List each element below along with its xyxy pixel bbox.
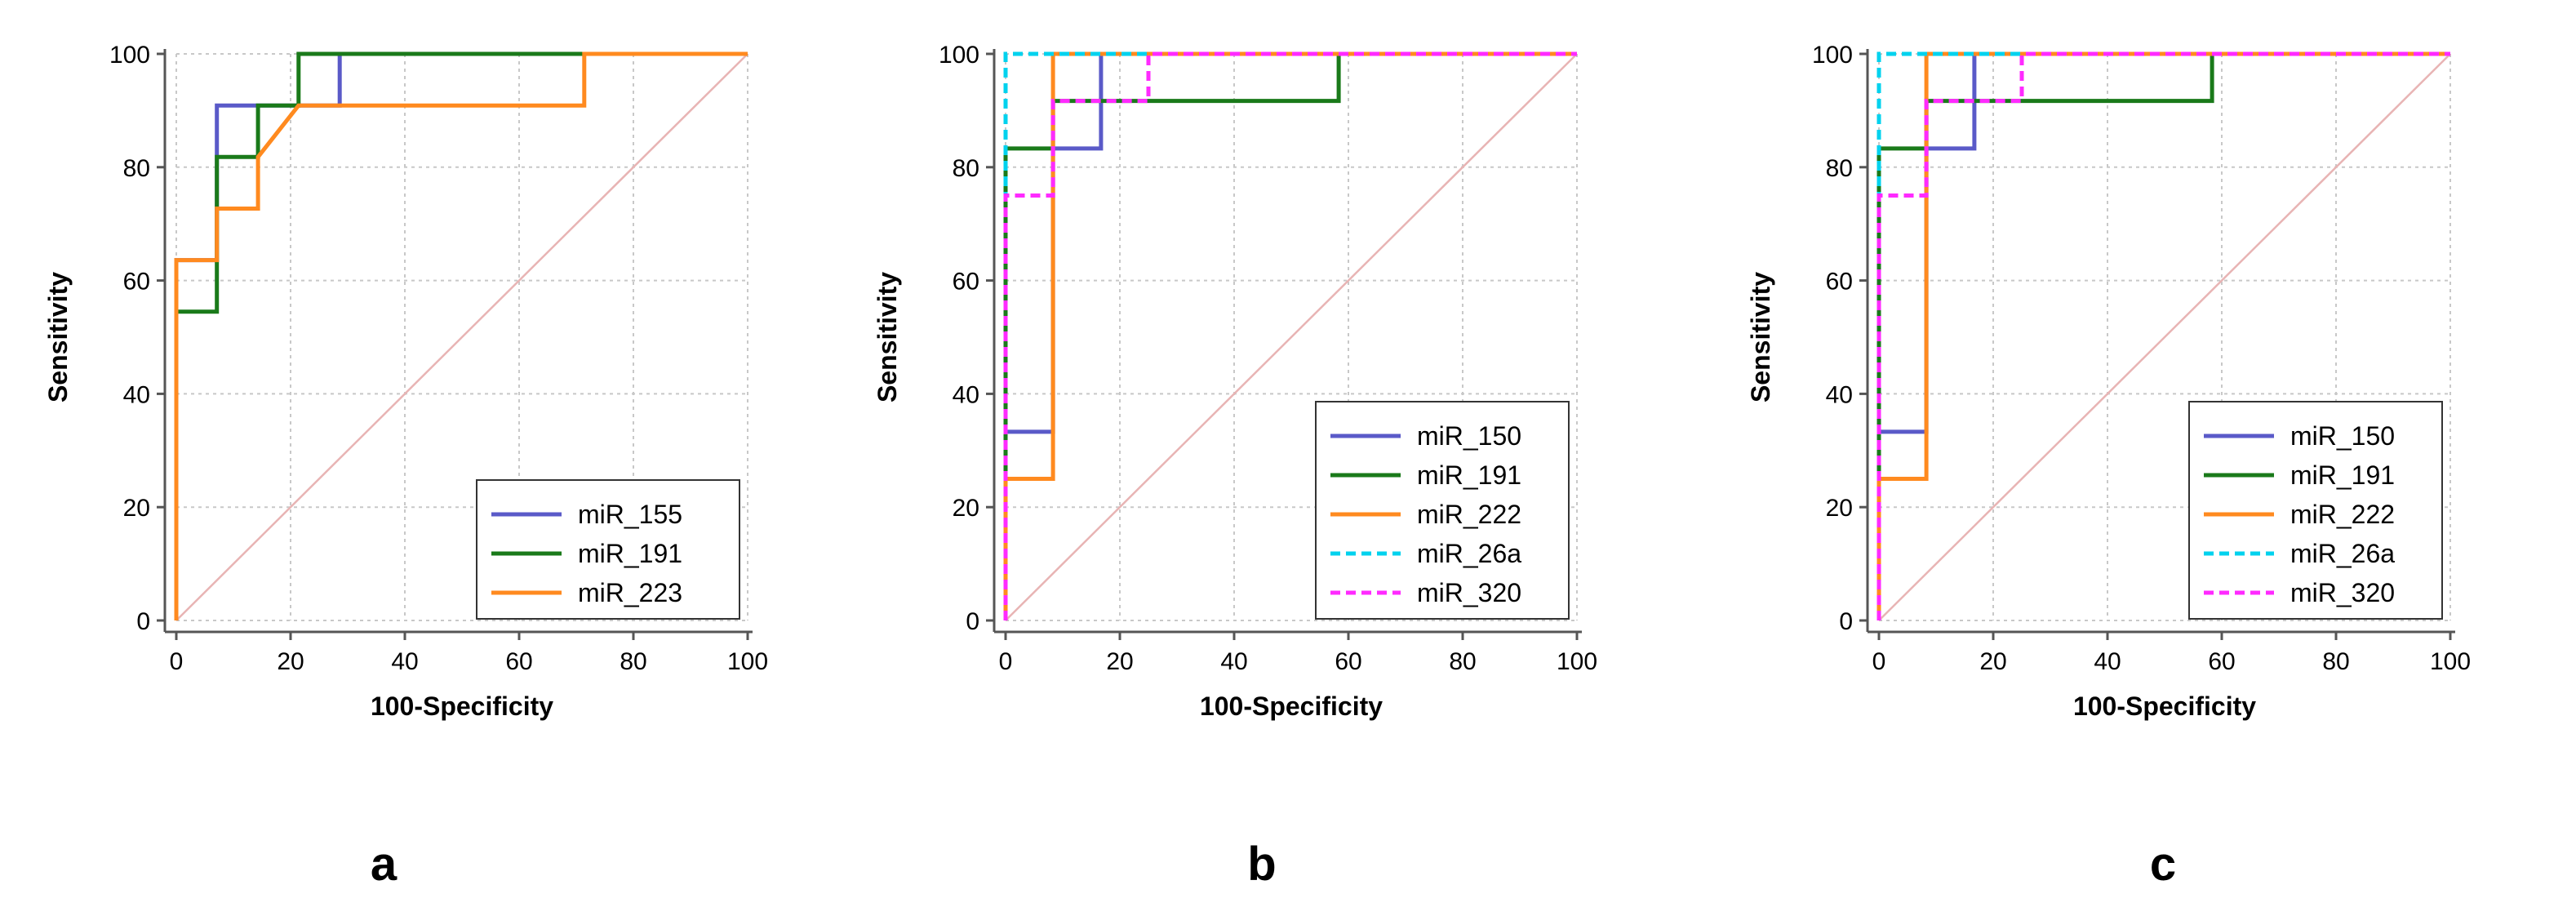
x-tick-label: 80 xyxy=(2322,648,2349,675)
y-tick-label: 20 xyxy=(953,495,979,522)
x-tick-label: 80 xyxy=(620,648,646,675)
legend: miR_155 miR_191 miR_223 xyxy=(476,479,740,620)
x-tick-label: 60 xyxy=(1335,648,1361,675)
x-tick-label: 0 xyxy=(1872,648,1886,675)
x-tick-label: 40 xyxy=(1220,648,1247,675)
reference-diagonal-line xyxy=(175,53,748,621)
chart-panel-a: 0 20 40 60 80 100 0 20 40 60 80 100 100-Specificity S… xyxy=(43,42,768,891)
y-tick-label: 100 xyxy=(1812,42,1853,69)
roc-curve-mir-320 xyxy=(1003,51,1577,620)
x-tick-label: 0 xyxy=(999,648,1013,675)
y-tick-label: 80 xyxy=(953,155,979,182)
legend: miR_150 miR_191 miR_222 miR_26a miR_320 xyxy=(1315,401,1570,620)
y-tick-label: 60 xyxy=(123,269,150,296)
x-tick-label: 100 xyxy=(727,648,768,675)
y-tick-label: 80 xyxy=(123,155,150,182)
x-tick-label: 40 xyxy=(391,648,418,675)
x-tick-label: 20 xyxy=(1106,648,1133,675)
legend-label: miR_320 xyxy=(2290,578,2395,607)
panel-letter-c: c xyxy=(2150,838,2176,891)
y-tick-label: 40 xyxy=(1826,381,1853,408)
roc-curve-mir-320 xyxy=(1876,51,2450,620)
legend-label: miR_191 xyxy=(2290,460,2395,490)
legend-label: miR_191 xyxy=(1417,460,1521,490)
legend-label: miR_26a xyxy=(1417,539,1521,568)
y-tick-label: 60 xyxy=(1826,269,1853,296)
x-tick-label: 60 xyxy=(2208,648,2235,675)
y-tick-label: 20 xyxy=(1826,495,1853,522)
legend: miR_150 miR_191 miR_222 miR_26a miR_320 xyxy=(2188,401,2443,620)
x-tick-label: 20 xyxy=(1979,648,2006,675)
x-axis-title: 100-Specificity xyxy=(371,691,553,721)
y-tick-label: 0 xyxy=(1839,608,1853,635)
x-tick-label: 20 xyxy=(277,648,304,675)
x-tick-label: 80 xyxy=(1449,648,1476,675)
chart-panel-b: 0 20 40 60 80 100 0 20 40 60 80 100 100-Specificity S… xyxy=(873,42,1597,891)
x-axis-title: 100-Specificity xyxy=(1200,691,1383,721)
y-tick-label: 0 xyxy=(966,608,979,635)
y-tick-label: 100 xyxy=(939,42,979,69)
chart-panel-c: 0 20 40 60 80 100 0 20 40 60 80 100 100-Specificity S… xyxy=(1746,42,2471,891)
x-tick-label: 40 xyxy=(2094,648,2121,675)
reference-diagonal-line xyxy=(1878,53,2451,621)
panel-letter-a: a xyxy=(371,838,398,891)
x-tick-label: 60 xyxy=(505,648,532,675)
y-tick-label: 20 xyxy=(123,495,150,522)
y-tick-label: 40 xyxy=(123,381,150,408)
roc-curve-mir-223 xyxy=(174,51,748,620)
y-tick-label: 60 xyxy=(953,269,979,296)
y-tick-label: 100 xyxy=(109,42,150,69)
y-tick-label: 80 xyxy=(1826,155,1853,182)
legend-label: miR_223 xyxy=(578,578,682,607)
y-tick-label: 40 xyxy=(953,381,979,408)
x-tick-label: 0 xyxy=(170,648,184,675)
x-axis-title: 100-Specificity xyxy=(2073,691,2256,721)
legend-label: miR_150 xyxy=(1417,421,1521,451)
x-tick-label: 100 xyxy=(1557,648,1597,675)
y-tick-label: 0 xyxy=(136,608,150,635)
y-axis-title: Sensitivity xyxy=(873,272,902,402)
legend-label: miR_191 xyxy=(578,539,682,568)
legend-box xyxy=(476,479,740,620)
legend-label: miR_222 xyxy=(2290,500,2395,529)
y-axis-title: Sensitivity xyxy=(43,272,73,402)
legend-label: miR_150 xyxy=(2290,421,2395,451)
x-tick-label: 100 xyxy=(2430,648,2471,675)
panel-letter-b: b xyxy=(1247,838,1276,891)
y-axis-title: Sensitivity xyxy=(1746,272,1775,402)
legend-label: miR_320 xyxy=(1417,578,1521,607)
legend-label: miR_222 xyxy=(1417,500,1521,529)
legend-label: miR_26a xyxy=(2290,539,2395,568)
legend-label: miR_155 xyxy=(578,500,682,529)
reference-diagonal-line xyxy=(1005,53,1578,621)
